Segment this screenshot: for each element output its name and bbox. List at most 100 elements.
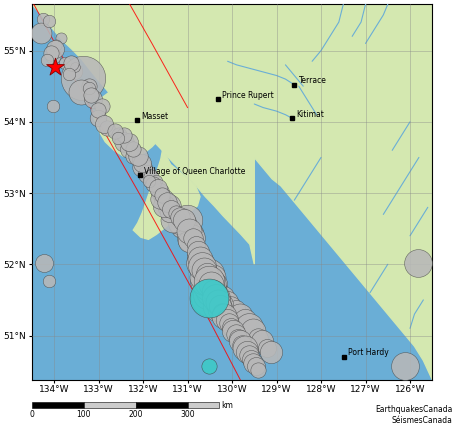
Point bbox=[138, 163, 146, 170]
Point bbox=[185, 227, 192, 234]
Point bbox=[154, 184, 162, 191]
Point bbox=[190, 238, 197, 245]
Point bbox=[40, 260, 48, 266]
Point bbox=[85, 83, 92, 90]
Point bbox=[223, 317, 230, 323]
Point bbox=[248, 356, 255, 363]
Point bbox=[194, 249, 202, 256]
Point bbox=[45, 17, 52, 24]
Point bbox=[205, 295, 212, 302]
Point bbox=[223, 299, 230, 305]
Point bbox=[121, 131, 128, 138]
Point bbox=[157, 188, 164, 195]
Point bbox=[205, 270, 212, 277]
Point bbox=[230, 327, 237, 334]
Polygon shape bbox=[104, 38, 129, 58]
Point bbox=[258, 338, 266, 344]
Point bbox=[250, 327, 257, 334]
Point bbox=[45, 277, 52, 284]
Text: 100: 100 bbox=[76, 410, 91, 419]
Point bbox=[181, 220, 188, 227]
Point bbox=[94, 115, 101, 122]
Text: Terrace: Terrace bbox=[298, 76, 326, 85]
Point bbox=[85, 85, 92, 92]
Point bbox=[218, 295, 226, 302]
Point bbox=[203, 291, 210, 298]
Point bbox=[217, 306, 224, 313]
Point bbox=[237, 338, 244, 344]
Point bbox=[214, 299, 222, 305]
Point bbox=[150, 181, 157, 188]
Point bbox=[112, 128, 119, 135]
Point bbox=[210, 274, 217, 281]
Text: km: km bbox=[222, 401, 233, 410]
Point bbox=[114, 135, 121, 142]
Point bbox=[198, 274, 206, 281]
Point bbox=[225, 320, 233, 327]
Point bbox=[254, 334, 262, 341]
Point bbox=[57, 34, 65, 41]
Point bbox=[94, 106, 101, 113]
Text: 200: 200 bbox=[129, 410, 143, 419]
Point bbox=[52, 46, 59, 53]
Text: 0: 0 bbox=[30, 410, 34, 419]
Point bbox=[263, 345, 270, 352]
Point bbox=[147, 174, 155, 181]
Polygon shape bbox=[32, 4, 432, 380]
Point bbox=[79, 74, 86, 81]
Point bbox=[194, 252, 202, 259]
Point bbox=[145, 178, 152, 184]
Point bbox=[245, 323, 253, 330]
Point bbox=[52, 63, 59, 70]
Point bbox=[238, 341, 246, 348]
Text: Prince Rupert: Prince Rupert bbox=[222, 91, 274, 100]
Point bbox=[207, 288, 215, 295]
Point bbox=[65, 71, 72, 78]
Point bbox=[170, 209, 177, 216]
Point bbox=[138, 160, 146, 166]
Point bbox=[197, 256, 204, 263]
Point bbox=[115, 131, 122, 138]
Text: 300: 300 bbox=[181, 410, 195, 419]
Point bbox=[205, 281, 212, 288]
Point bbox=[50, 53, 57, 60]
Point bbox=[157, 195, 164, 202]
Point bbox=[121, 138, 128, 145]
Point bbox=[192, 242, 199, 248]
Point bbox=[210, 284, 217, 291]
Point bbox=[201, 277, 208, 284]
Point bbox=[98, 103, 106, 109]
Point bbox=[401, 363, 408, 369]
Point bbox=[252, 363, 259, 369]
Point bbox=[71, 67, 78, 74]
Point bbox=[43, 57, 50, 63]
Point bbox=[67, 60, 75, 67]
Point bbox=[174, 213, 182, 220]
Point bbox=[218, 309, 226, 316]
Point bbox=[201, 266, 208, 273]
Point bbox=[217, 302, 224, 309]
Point bbox=[143, 170, 150, 177]
Point bbox=[170, 217, 177, 224]
Point bbox=[187, 231, 195, 238]
Point bbox=[130, 145, 137, 152]
Polygon shape bbox=[74, 4, 165, 42]
Point bbox=[232, 331, 239, 338]
Point bbox=[241, 317, 248, 323]
Point bbox=[254, 366, 262, 373]
Text: Kitimat: Kitimat bbox=[296, 110, 324, 119]
Point bbox=[178, 217, 186, 224]
Text: Masset: Masset bbox=[141, 112, 168, 121]
Point bbox=[212, 295, 219, 302]
Text: Village of Queen Charlotte: Village of Queen Charlotte bbox=[144, 167, 246, 176]
Point bbox=[130, 153, 137, 160]
Point bbox=[243, 348, 250, 355]
Text: EarthquakesCanada
SéismesCanada: EarthquakesCanada SéismesCanada bbox=[375, 405, 453, 425]
Point bbox=[228, 323, 235, 330]
Point bbox=[158, 192, 166, 199]
Polygon shape bbox=[32, 4, 254, 264]
Point bbox=[205, 277, 212, 284]
Point bbox=[37, 29, 45, 36]
Point bbox=[165, 209, 172, 216]
Point bbox=[87, 92, 95, 99]
